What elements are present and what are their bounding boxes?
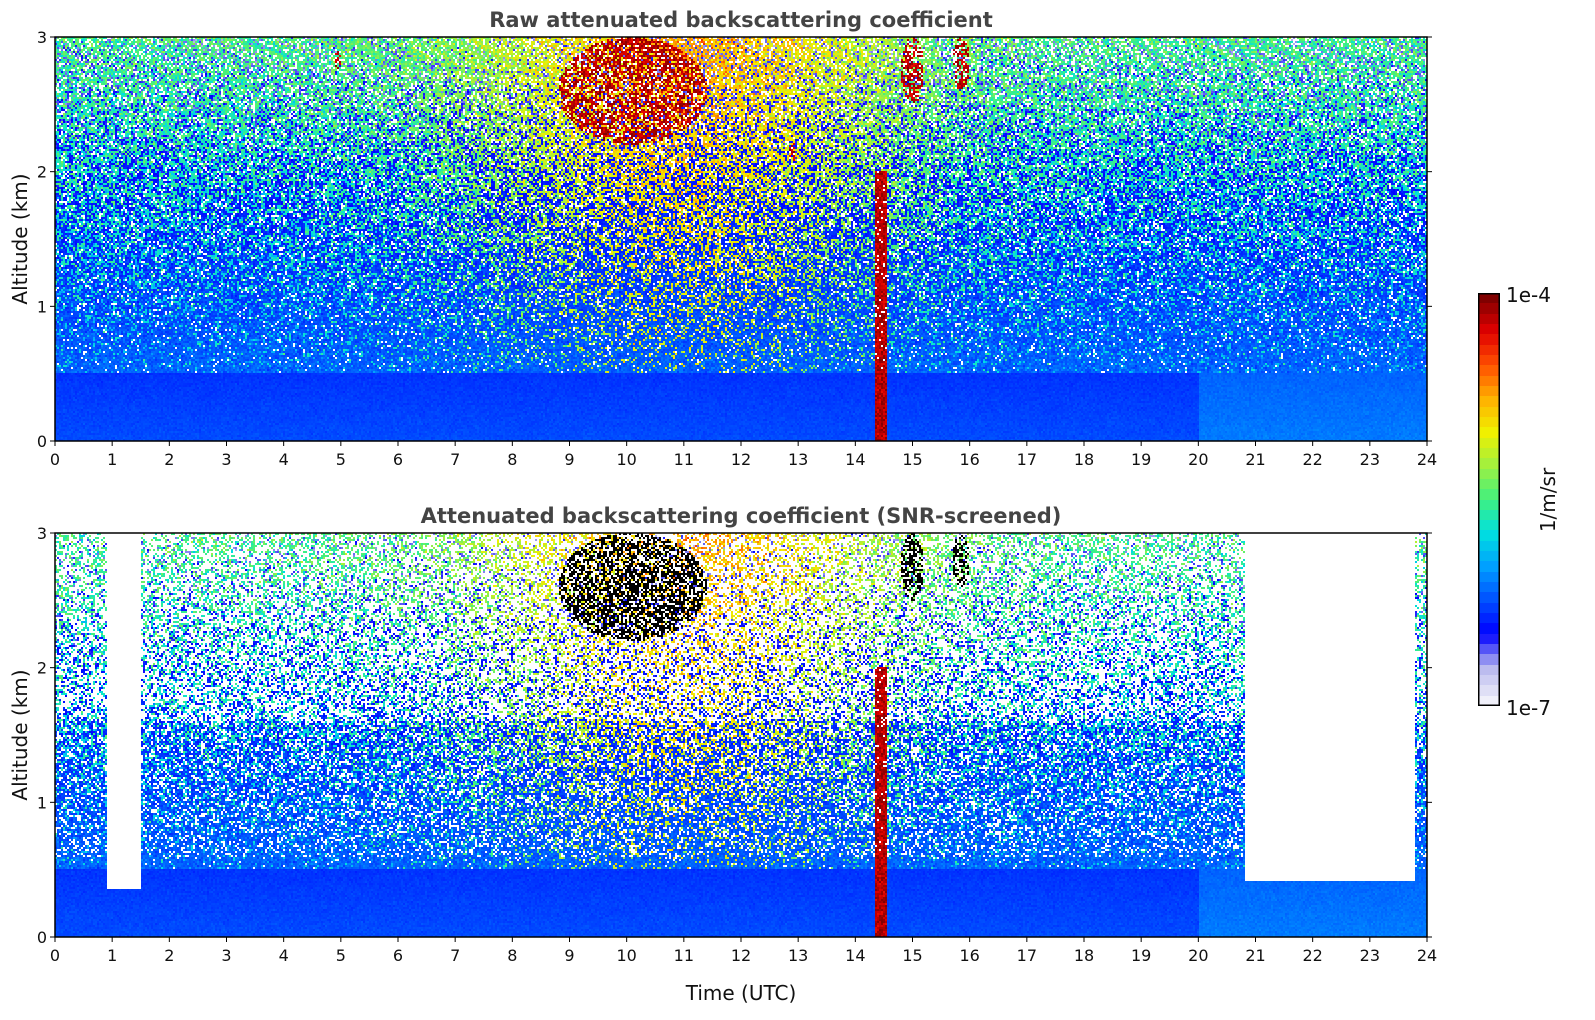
top-x-tick-label: 19: [1131, 450, 1151, 469]
bottom-x-tick-label: 9: [564, 946, 574, 965]
colorbar-min-label: 1e-7: [1506, 696, 1551, 720]
top-x-tick-label: 3: [221, 450, 231, 469]
bottom-x-tick-label: 20: [1188, 946, 1208, 965]
bottom-x-tick-label: 3: [221, 946, 231, 965]
top-x-tick-label: 12: [731, 450, 751, 469]
top-x-tick-label: 2: [164, 450, 174, 469]
top-x-tick-label: 8: [507, 450, 517, 469]
bottom-x-tick-label: 4: [279, 946, 289, 965]
bottom-x-tick-label: 16: [959, 946, 979, 965]
bottom-y-axis-label: Altitude (km): [8, 669, 32, 801]
top-y-tick-label: 3: [37, 28, 47, 47]
top-x-tick-label: 20: [1188, 450, 1208, 469]
bottom-x-tick-label: 6: [393, 946, 403, 965]
colorbar: [1478, 293, 1500, 706]
top-x-tick-label: 6: [393, 450, 403, 469]
top-x-tick-label: 9: [564, 450, 574, 469]
top-x-tick-label: 17: [1017, 450, 1037, 469]
bottom-panel-title: Attenuated backscattering coefficient (S…: [420, 504, 1062, 528]
bottom-x-tick-label: 12: [731, 946, 751, 965]
bottom-x-tick-label: 5: [336, 946, 346, 965]
top-x-tick-label: 13: [788, 450, 808, 469]
bottom-x-tick-label: 24: [1417, 946, 1437, 965]
bottom-x-tick-label: 22: [1302, 946, 1322, 965]
bottom-y-tick-label: 0: [37, 928, 47, 947]
bottom-x-tick-label: 18: [1074, 946, 1094, 965]
top-x-tick-label: 0: [50, 450, 60, 469]
bottom-x-tick-label: 7: [450, 946, 460, 965]
bottom-y-tick-label: 1: [37, 793, 47, 812]
top-x-tick-label: 16: [959, 450, 979, 469]
bottom-x-tick-label: 19: [1131, 946, 1151, 965]
bottom-heatmap-canvas: [55, 533, 1427, 937]
top-x-tick-label: 15: [902, 450, 922, 469]
top-x-tick-label: 10: [616, 450, 636, 469]
top-x-tick-label: 5: [336, 450, 346, 469]
bottom-x-tick-label: 1: [107, 946, 117, 965]
top-x-tick-label: 7: [450, 450, 460, 469]
bottom-axes-frame: [54, 532, 1428, 938]
top-x-tick-label: 21: [1245, 450, 1265, 469]
bottom-y-tick-label: 2: [37, 659, 47, 678]
top-y-tick-label: 2: [37, 163, 47, 182]
top-x-tick-label: 22: [1302, 450, 1322, 469]
top-y-tick-label: 0: [37, 432, 47, 451]
colorbar-unit-label: 1/m/sr: [1536, 467, 1560, 533]
top-x-tick-label: 11: [674, 450, 694, 469]
bottom-x-tick-label: 11: [674, 946, 694, 965]
bottom-x-tick-label: 8: [507, 946, 517, 965]
top-x-tick-label: 1: [107, 450, 117, 469]
colorbar-max-label: 1e-4: [1506, 283, 1551, 307]
top-y-tick-label: 1: [37, 297, 47, 316]
top-x-tick-label: 23: [1360, 450, 1380, 469]
bottom-y-tick-label: 3: [37, 524, 47, 543]
top-x-tick-label: 4: [279, 450, 289, 469]
bottom-x-tick-label: 13: [788, 946, 808, 965]
x-axis-label: Time (UTC): [685, 981, 797, 1005]
bottom-x-tick-label: 2: [164, 946, 174, 965]
bottom-x-tick-label: 23: [1360, 946, 1380, 965]
bottom-x-tick-label: 15: [902, 946, 922, 965]
top-x-tick-label: 18: [1074, 450, 1094, 469]
top-x-tick-label: 14: [845, 450, 865, 469]
bottom-x-tick-label: 14: [845, 946, 865, 965]
bottom-x-tick-label: 17: [1017, 946, 1037, 965]
top-panel-title: Raw attenuated backscattering coefficien…: [489, 8, 993, 32]
top-x-tick-label: 24: [1417, 450, 1437, 469]
bottom-x-tick-label: 0: [50, 946, 60, 965]
top-y-axis-label: Altitude (km): [8, 173, 32, 305]
top-axes-frame: [54, 36, 1428, 442]
bottom-x-tick-label: 21: [1245, 946, 1265, 965]
bottom-x-tick-label: 10: [616, 946, 636, 965]
top-heatmap-canvas: [55, 37, 1427, 441]
